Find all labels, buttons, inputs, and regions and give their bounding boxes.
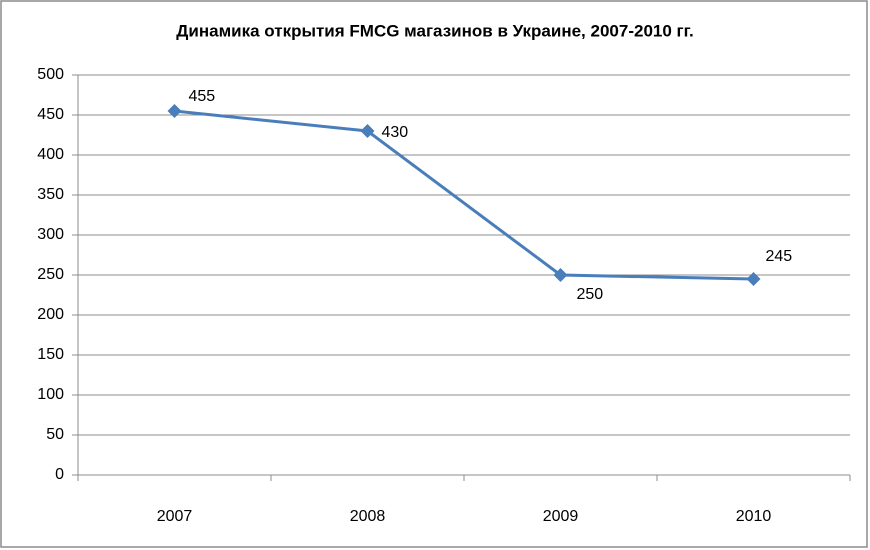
y-tick-label: 450 <box>37 106 64 123</box>
data-marker <box>167 104 182 118</box>
y-tick-label: 100 <box>37 386 64 403</box>
data-line <box>174 109 754 281</box>
y-tick-label: 300 <box>37 226 64 243</box>
data-marker <box>360 124 375 138</box>
data-label: 430 <box>382 124 409 141</box>
data-label: 455 <box>189 88 216 105</box>
x-tick-label: 2008 <box>350 508 386 525</box>
data-label: 245 <box>766 248 793 265</box>
y-tick-label: 350 <box>37 186 64 203</box>
x-tick-label: 2007 <box>157 508 193 525</box>
x-tick-label: 2009 <box>543 508 579 525</box>
x-tick-label: 2010 <box>736 508 772 525</box>
y-tick-label: 200 <box>37 306 64 323</box>
chart-title: Динамика открытия FMCG магазинов в Украи… <box>176 21 693 40</box>
y-tick-label: 250 <box>37 266 64 283</box>
y-tick-label: 500 <box>37 66 64 83</box>
y-tick-label: 400 <box>37 146 64 163</box>
data-marker <box>553 268 568 282</box>
data-label: 250 <box>577 286 604 303</box>
y-tick-label: 0 <box>55 466 64 483</box>
data-marker <box>746 272 761 286</box>
y-tick-label: 50 <box>46 426 64 443</box>
y-tick-label: 150 <box>37 346 64 363</box>
